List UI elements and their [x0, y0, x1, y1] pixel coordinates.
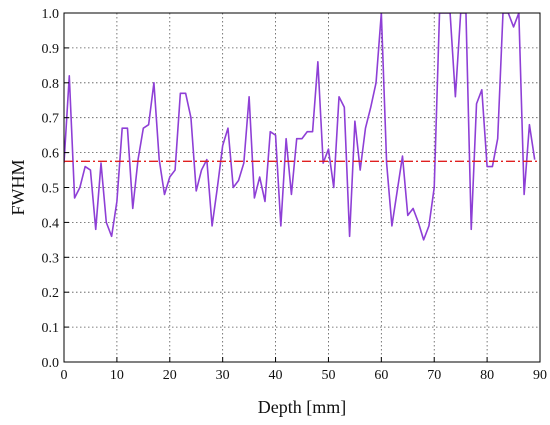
x-tick-label: 0 — [61, 368, 68, 383]
x-tick-label: 70 — [427, 368, 441, 383]
grid-lines — [64, 13, 540, 362]
axis-ticks: 0 10 20 30 40 50 60 70 80 90 0.0 0.1 0.2 0.3 0.4 0.5 0.6… — [42, 7, 548, 383]
x-tick-label: 50 — [321, 368, 335, 383]
x-tick-label: 60 — [374, 368, 388, 383]
y-tick-label: 0.7 — [42, 112, 60, 127]
y-tick-label: 0.1 — [42, 321, 60, 336]
x-tick-label: 10 — [110, 368, 124, 383]
x-tick-label: 30 — [216, 368, 230, 383]
x-tick-label: 80 — [480, 368, 494, 383]
x-axis-title: Depth [mm] — [258, 397, 346, 417]
y-tick-label: 0.0 — [42, 356, 60, 371]
y-tick-label: 0.8 — [42, 77, 60, 92]
series-layer — [64, 13, 540, 241]
y-axis-title: FWHM — [8, 159, 28, 215]
x-tick-label: 40 — [269, 368, 283, 383]
x-tick-label: 20 — [163, 368, 177, 383]
x-tick-label: 90 — [533, 368, 547, 383]
y-tick-label: 0.9 — [42, 42, 60, 57]
y-tick-label: 0.4 — [42, 216, 60, 231]
y-tick-label: 0.2 — [42, 286, 60, 301]
fwhm-series-line — [64, 13, 536, 241]
y-tick-label: 1.0 — [42, 7, 60, 22]
y-tick-label: 0.3 — [42, 251, 60, 266]
y-tick-label: 0.5 — [42, 182, 60, 197]
y-tick-label: 0.6 — [42, 147, 60, 162]
